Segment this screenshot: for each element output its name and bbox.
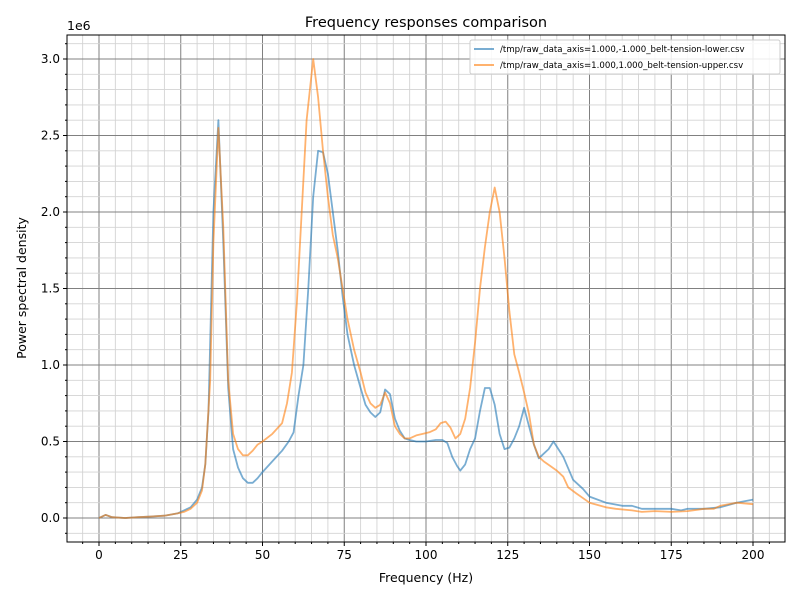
y-tick-label: 0.5 (41, 435, 60, 449)
y-scale-offset: 1e6 (67, 18, 91, 33)
y-tick-label: 3.0 (41, 52, 60, 66)
y-tick-label: 1.0 (41, 358, 60, 372)
x-tick-label: 200 (742, 548, 765, 562)
y-tick-label: 2.5 (41, 129, 60, 143)
x-tick-label: 100 (415, 548, 438, 562)
legend-label-upper: /tmp/raw_data_axis=1.000,1.000_belt-tens… (500, 61, 743, 71)
y-tick-label: 0.0 (41, 511, 60, 525)
series-line-upper (98, 58, 754, 519)
x-tick-label: 125 (496, 548, 519, 562)
y-axis-label: Power spectral density (14, 217, 29, 359)
x-tick-label: 25 (173, 548, 188, 562)
x-tick-label: 75 (337, 548, 352, 562)
x-tick-label: 0 (95, 548, 103, 562)
x-tick-label: 50 (255, 548, 270, 562)
y-tick-label: 1.5 (41, 282, 60, 296)
y-tick-label: 2.0 (41, 205, 60, 219)
chart-title: Frequency responses comparison (305, 15, 547, 31)
x-tick-label: 175 (660, 548, 683, 562)
series-lines (98, 58, 754, 519)
legend-label-lower: /tmp/raw_data_axis=1.000,-1.000_belt-ten… (500, 45, 745, 55)
legend: /tmp/raw_data_axis=1.000,-1.000_belt-ten… (469, 39, 781, 75)
x-tick-label: 150 (578, 548, 601, 562)
grid (67, 35, 785, 542)
legend-box (469, 39, 781, 75)
axis-ticks: 0 25 50 75 100 125 150 175 200 0.0 0.5 1.0 1.5 2.0 2.5… (41, 43, 770, 562)
x-axis-label: Frequency (Hz) (379, 570, 473, 585)
